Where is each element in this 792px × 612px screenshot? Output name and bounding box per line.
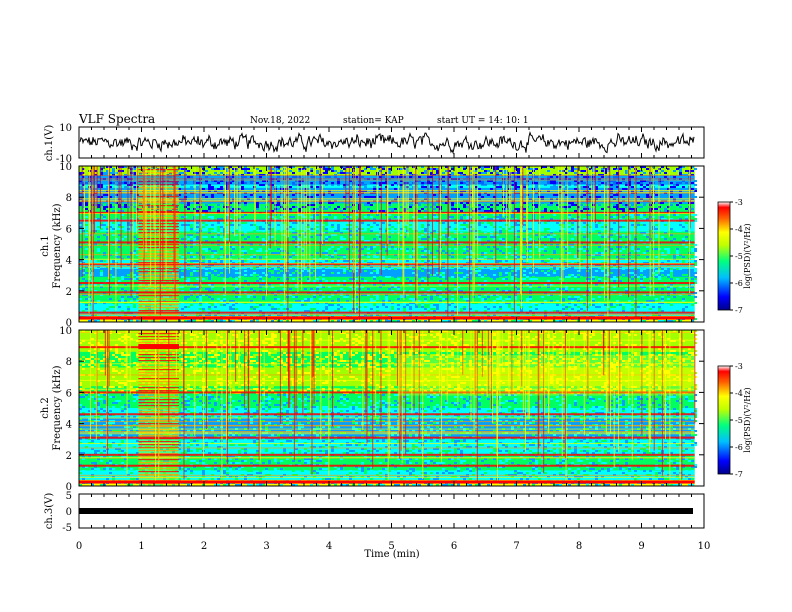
ch1-colorbar-label: log(PSD)(V²/Hz) — [743, 223, 752, 288]
ch1-channel-label: ch.1 — [40, 235, 51, 257]
colorbar-tick-label: -3 — [735, 362, 743, 371]
frequency-tick-label: 0 — [66, 318, 72, 329]
time-tick-label: 10 — [698, 541, 711, 552]
ch3-waveform-panel: 5 0 -5 ch.3(V) — [44, 491, 705, 534]
time-tick-label: 0 — [76, 541, 82, 552]
ch3-ytick-bottom: -5 — [62, 523, 72, 534]
start-time-label: start UT = 14: 10: 1 — [437, 116, 529, 126]
colorbar-tick-label: -5 — [735, 252, 743, 261]
figure-title: VLF Spectra — [78, 112, 155, 126]
ch1-ytick-top: 10 — [59, 123, 72, 134]
date-label: Nov.18, 2022 — [250, 116, 310, 126]
colorbar-tick-label: -7 — [735, 306, 743, 315]
ch2-spectrogram-image — [79, 330, 704, 486]
time-axis-label: Time (min) — [364, 549, 419, 560]
colorbar-tick-label: -5 — [735, 416, 743, 425]
ch1-frequency-label: Frequency (kHz) — [52, 203, 63, 288]
frequency-tick-label: 6 — [66, 388, 72, 399]
frequency-tick-label: 6 — [66, 224, 72, 235]
ch1-spectrogram-panel: 0 2 4 6 8 10 ch.1 Frequency (kHz) — [40, 162, 705, 329]
ch2-colorbar-label: log(PSD)(V²/Hz) — [743, 387, 752, 452]
ch2-channel-label: ch.2 — [40, 397, 51, 419]
colorbar-tick-label: -3 — [735, 198, 743, 207]
ch1-ytick-bottom: -10 — [56, 154, 72, 165]
time-tick-label: 5 — [388, 541, 394, 552]
ch1-waveform-line — [79, 131, 695, 155]
time-tick-label: 9 — [638, 541, 644, 552]
time-tick-label: 2 — [201, 541, 207, 552]
time-tick-label: 3 — [263, 541, 269, 552]
time-tick-label: 7 — [513, 541, 519, 552]
frequency-tick-label: 8 — [66, 357, 72, 368]
ch2-yticks: 0 2 4 6 8 10 — [59, 326, 704, 493]
frequency-tick-label: 8 — [66, 193, 72, 204]
station-label: station= KAP — [343, 116, 404, 126]
frequency-tick-label: 2 — [66, 287, 72, 298]
ch3-ytick-mid: 0 — [66, 507, 72, 518]
time-tick-label: 8 — [576, 541, 582, 552]
colorbar-tick-label: -4 — [735, 225, 743, 234]
frequency-tick-label: 10 — [59, 162, 72, 173]
colorbar-tick-label: -7 — [735, 470, 743, 479]
colorbar-tick-label: -6 — [735, 443, 743, 452]
colorbar-tick-label: -4 — [735, 389, 743, 398]
ch1-waveform-ylabel: ch.1(V) — [44, 125, 55, 162]
colorbar-tick-label: -6 — [735, 279, 743, 288]
ch2-frequency-label: Frequency (kHz) — [52, 365, 63, 450]
frequency-tick-label: 10 — [59, 326, 72, 337]
ch1-spectrogram-image — [79, 166, 704, 322]
ch3-waveform-line — [79, 508, 693, 514]
ch2-colorbar: -3 -4 -5 -6 -7 log(PSD)(V²/Hz) — [717, 362, 752, 479]
frequency-tick-label: 4 — [66, 256, 72, 267]
time-tick-label: 1 — [138, 541, 144, 552]
time-axis-ticks: 0 1 2 3 4 5 6 7 8 9 10 — [76, 127, 711, 552]
ch1-yticks: 0 2 4 6 8 10 — [59, 162, 704, 329]
ch3-ytick-top: 5 — [66, 491, 72, 502]
frequency-tick-label: 2 — [66, 451, 72, 462]
ch1-colorbar: -3 -4 -5 -6 -7 log(PSD)(V²/Hz) — [717, 198, 752, 315]
time-tick-label: 4 — [326, 541, 332, 552]
time-tick-label: 6 — [451, 541, 457, 552]
frequency-tick-label: 4 — [66, 420, 72, 431]
ch1-waveform-panel: 10 -10 ch.1(V) — [44, 123, 705, 165]
frequency-tick-label: 0 — [66, 482, 72, 493]
ch3-waveform-ylabel: ch.3(V) — [44, 493, 55, 530]
ch2-spectrogram-panel: 0 2 4 6 8 10 ch.2 Frequency (kHz) — [40, 326, 705, 493]
